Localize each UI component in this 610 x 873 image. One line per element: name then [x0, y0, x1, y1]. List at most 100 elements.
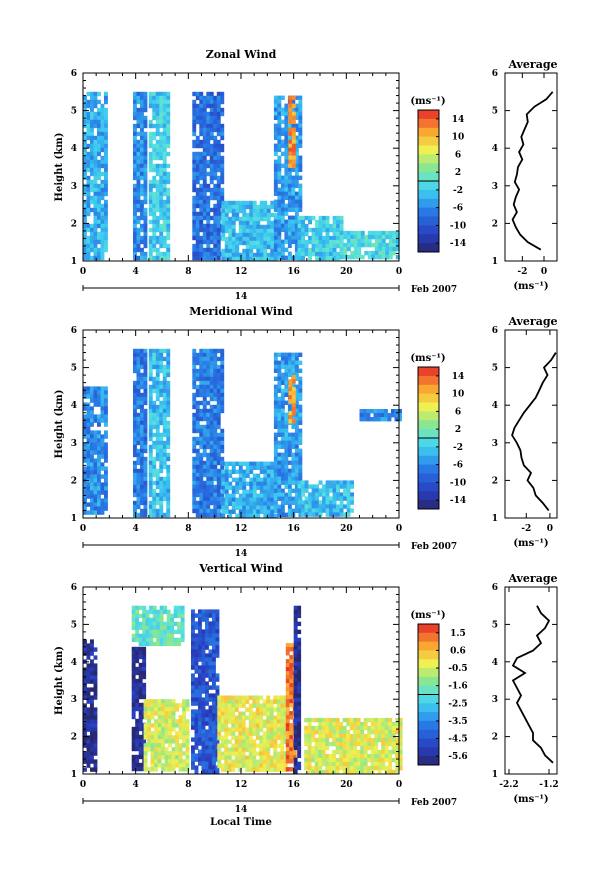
heatmap-cell-4 — [228, 228, 233, 234]
heatmap-cell-6 — [288, 419, 293, 424]
heatmap-cell-3 — [202, 392, 207, 398]
heatmap-cell-2 — [175, 703, 179, 708]
heatmap-cell-0 — [83, 155, 87, 161]
heatmap-cell-4 — [228, 252, 233, 258]
heatmap-cell-0 — [83, 135, 87, 141]
heatmap-cell-3 — [202, 235, 207, 241]
heatmap-cell-5 — [294, 239, 299, 244]
heatmap-cell-5 — [280, 755, 285, 760]
heatmap-cell-8 — [391, 413, 395, 418]
heatmap-cell-2 — [162, 428, 167, 434]
heatmap-cell-7 — [297, 235, 302, 241]
heatmap-cell-2 — [148, 416, 153, 422]
heatmap-cell-5 — [284, 416, 289, 421]
heatmap-cell-5 — [277, 476, 282, 481]
heatmap-cell-4 — [252, 224, 257, 230]
heatmap-cell-1 — [143, 135, 148, 141]
heatmap-cell-4 — [266, 473, 271, 478]
heatmap-cell-7 — [311, 488, 316, 493]
heatmap-cell-2 — [162, 384, 167, 390]
heatmap-cell-0 — [83, 219, 87, 225]
heatmap-cell-2 — [166, 231, 171, 237]
heatmap-cell-0 — [83, 147, 87, 153]
heatmap-cell-0 — [100, 215, 105, 221]
heatmap-cell-3 — [170, 641, 175, 647]
heatmap-cell-2 — [166, 364, 171, 370]
heatmap-cell-2 — [171, 759, 176, 764]
heatmap-cell-5 — [276, 767, 281, 772]
heatmap-cell-6 — [288, 127, 293, 132]
heatmap-cell-0 — [83, 239, 87, 245]
heatmap-cell-1 — [138, 714, 143, 720]
heatmap-cell-8 — [353, 250, 358, 256]
heatmap-cell-0 — [100, 239, 105, 245]
heatmap-cell-7 — [301, 512, 305, 517]
heatmap-cell-4 — [212, 713, 216, 718]
heatmap-cell-4 — [198, 693, 202, 698]
heatmap-cell-3 — [209, 123, 214, 129]
heatmap-cell-4 — [194, 745, 199, 750]
heatmap-cell-4 — [201, 757, 206, 762]
heatmap-cell-2 — [166, 199, 171, 205]
heatmap-cell-4 — [201, 753, 206, 758]
heatmap-cell-4 — [252, 501, 257, 506]
heatmap-cell-5 — [287, 179, 292, 184]
heatmap-cell-1 — [140, 424, 144, 430]
heatmap-cell-7 — [301, 231, 305, 237]
heatmap-cell-3 — [202, 255, 207, 261]
heatmap-cell-1 — [140, 508, 144, 514]
heatmap-cell-2 — [143, 699, 148, 704]
heatmap-cell-7 — [308, 504, 312, 509]
heatmap-cell-3 — [199, 187, 204, 193]
heatmap-cell-1 — [133, 183, 137, 189]
heatmap-cell-3 — [199, 251, 204, 257]
heatmap-cell-5 — [291, 235, 296, 240]
heatmap-cell-5 — [298, 107, 303, 112]
heatmap-cell-8 — [374, 242, 379, 248]
heatmap-cell-7 — [301, 492, 305, 497]
heatmap-cell-3 — [163, 637, 168, 643]
heatmap-cell-4 — [270, 465, 275, 470]
heatmap-cell-2 — [166, 227, 171, 233]
heatmap-cell-0 — [100, 386, 105, 391]
heatmap-cell-1 — [133, 143, 137, 149]
heatmap-cell-4 — [208, 733, 213, 738]
heatmap-cell-2 — [166, 440, 171, 446]
heatmap-cell-7 — [346, 488, 351, 493]
heatmap-cell-3 — [213, 243, 218, 249]
heatmap-cell-5 — [227, 699, 232, 704]
heatmap-cell-2 — [155, 131, 160, 137]
heatmap-cell-5 — [280, 352, 285, 357]
heatmap-cell-5 — [291, 356, 296, 361]
heatmap-cell-4 — [191, 649, 195, 654]
heatmap-cell-3 — [192, 448, 197, 454]
heatmap-cell-2 — [182, 699, 186, 704]
heatmap-cell-5 — [276, 743, 281, 748]
heatmap-cell-1 — [143, 396, 148, 402]
heatmap-cell-0 — [86, 418, 91, 423]
heatmap-cell-3 — [216, 472, 221, 478]
heatmap-cell-1 — [140, 488, 144, 494]
heatmap-cell-4 — [208, 741, 213, 746]
heatmap-cell-4 — [201, 725, 206, 730]
heatmap-cell-5 — [231, 695, 236, 700]
heatmap-cell-3 — [202, 360, 207, 366]
heatmap-cell-2 — [182, 711, 186, 716]
heatmap-cell-1 — [143, 183, 148, 189]
heatmap-cell-8 — [388, 238, 393, 244]
heatmap-cell-3 — [220, 408, 225, 414]
heatmap-cell-7 — [322, 492, 326, 497]
heatmap-cell-5 — [259, 739, 264, 744]
heatmap-cell-2 — [155, 452, 160, 458]
heatmap-cell-5 — [248, 723, 253, 728]
heatmap-cell-2 — [157, 719, 162, 724]
heatmap-cell-3 — [202, 191, 207, 197]
heatmap-cell-5 — [280, 396, 285, 401]
heatmap-cell-5 — [287, 496, 292, 501]
heatmap-cell-3 — [170, 625, 175, 631]
heatmap-cell-0 — [104, 450, 108, 455]
heatmap-cell-3 — [202, 380, 207, 386]
heatmap-cell-0 — [83, 191, 87, 197]
heatmap-cell-5 — [234, 735, 239, 740]
heatmap-cell-8 — [343, 246, 348, 252]
